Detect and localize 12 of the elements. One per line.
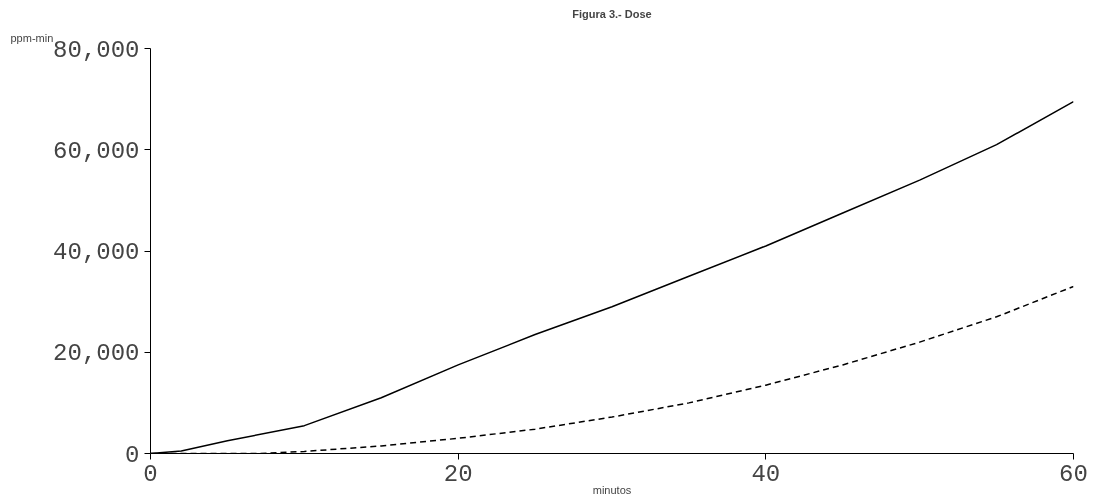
x-axis-title: minutos bbox=[592, 483, 632, 496]
y-tick-label: 80,000 bbox=[53, 36, 140, 64]
x-tick-label: 0 bbox=[143, 460, 158, 488]
x-tick-label: 40 bbox=[751, 460, 781, 488]
y-tick-label: 40,000 bbox=[53, 239, 140, 266]
x-tick-label: 20 bbox=[443, 460, 473, 488]
y-tick-label: 0 bbox=[125, 441, 140, 469]
y-tick-label: 60,000 bbox=[53, 137, 140, 165]
x-tick-label: 60 bbox=[1059, 460, 1088, 488]
y-tick-label: 20,000 bbox=[53, 340, 140, 368]
chart-title: Figura 3.- Dose bbox=[572, 7, 652, 20]
y-axis-title: ppm-min bbox=[10, 31, 54, 44]
